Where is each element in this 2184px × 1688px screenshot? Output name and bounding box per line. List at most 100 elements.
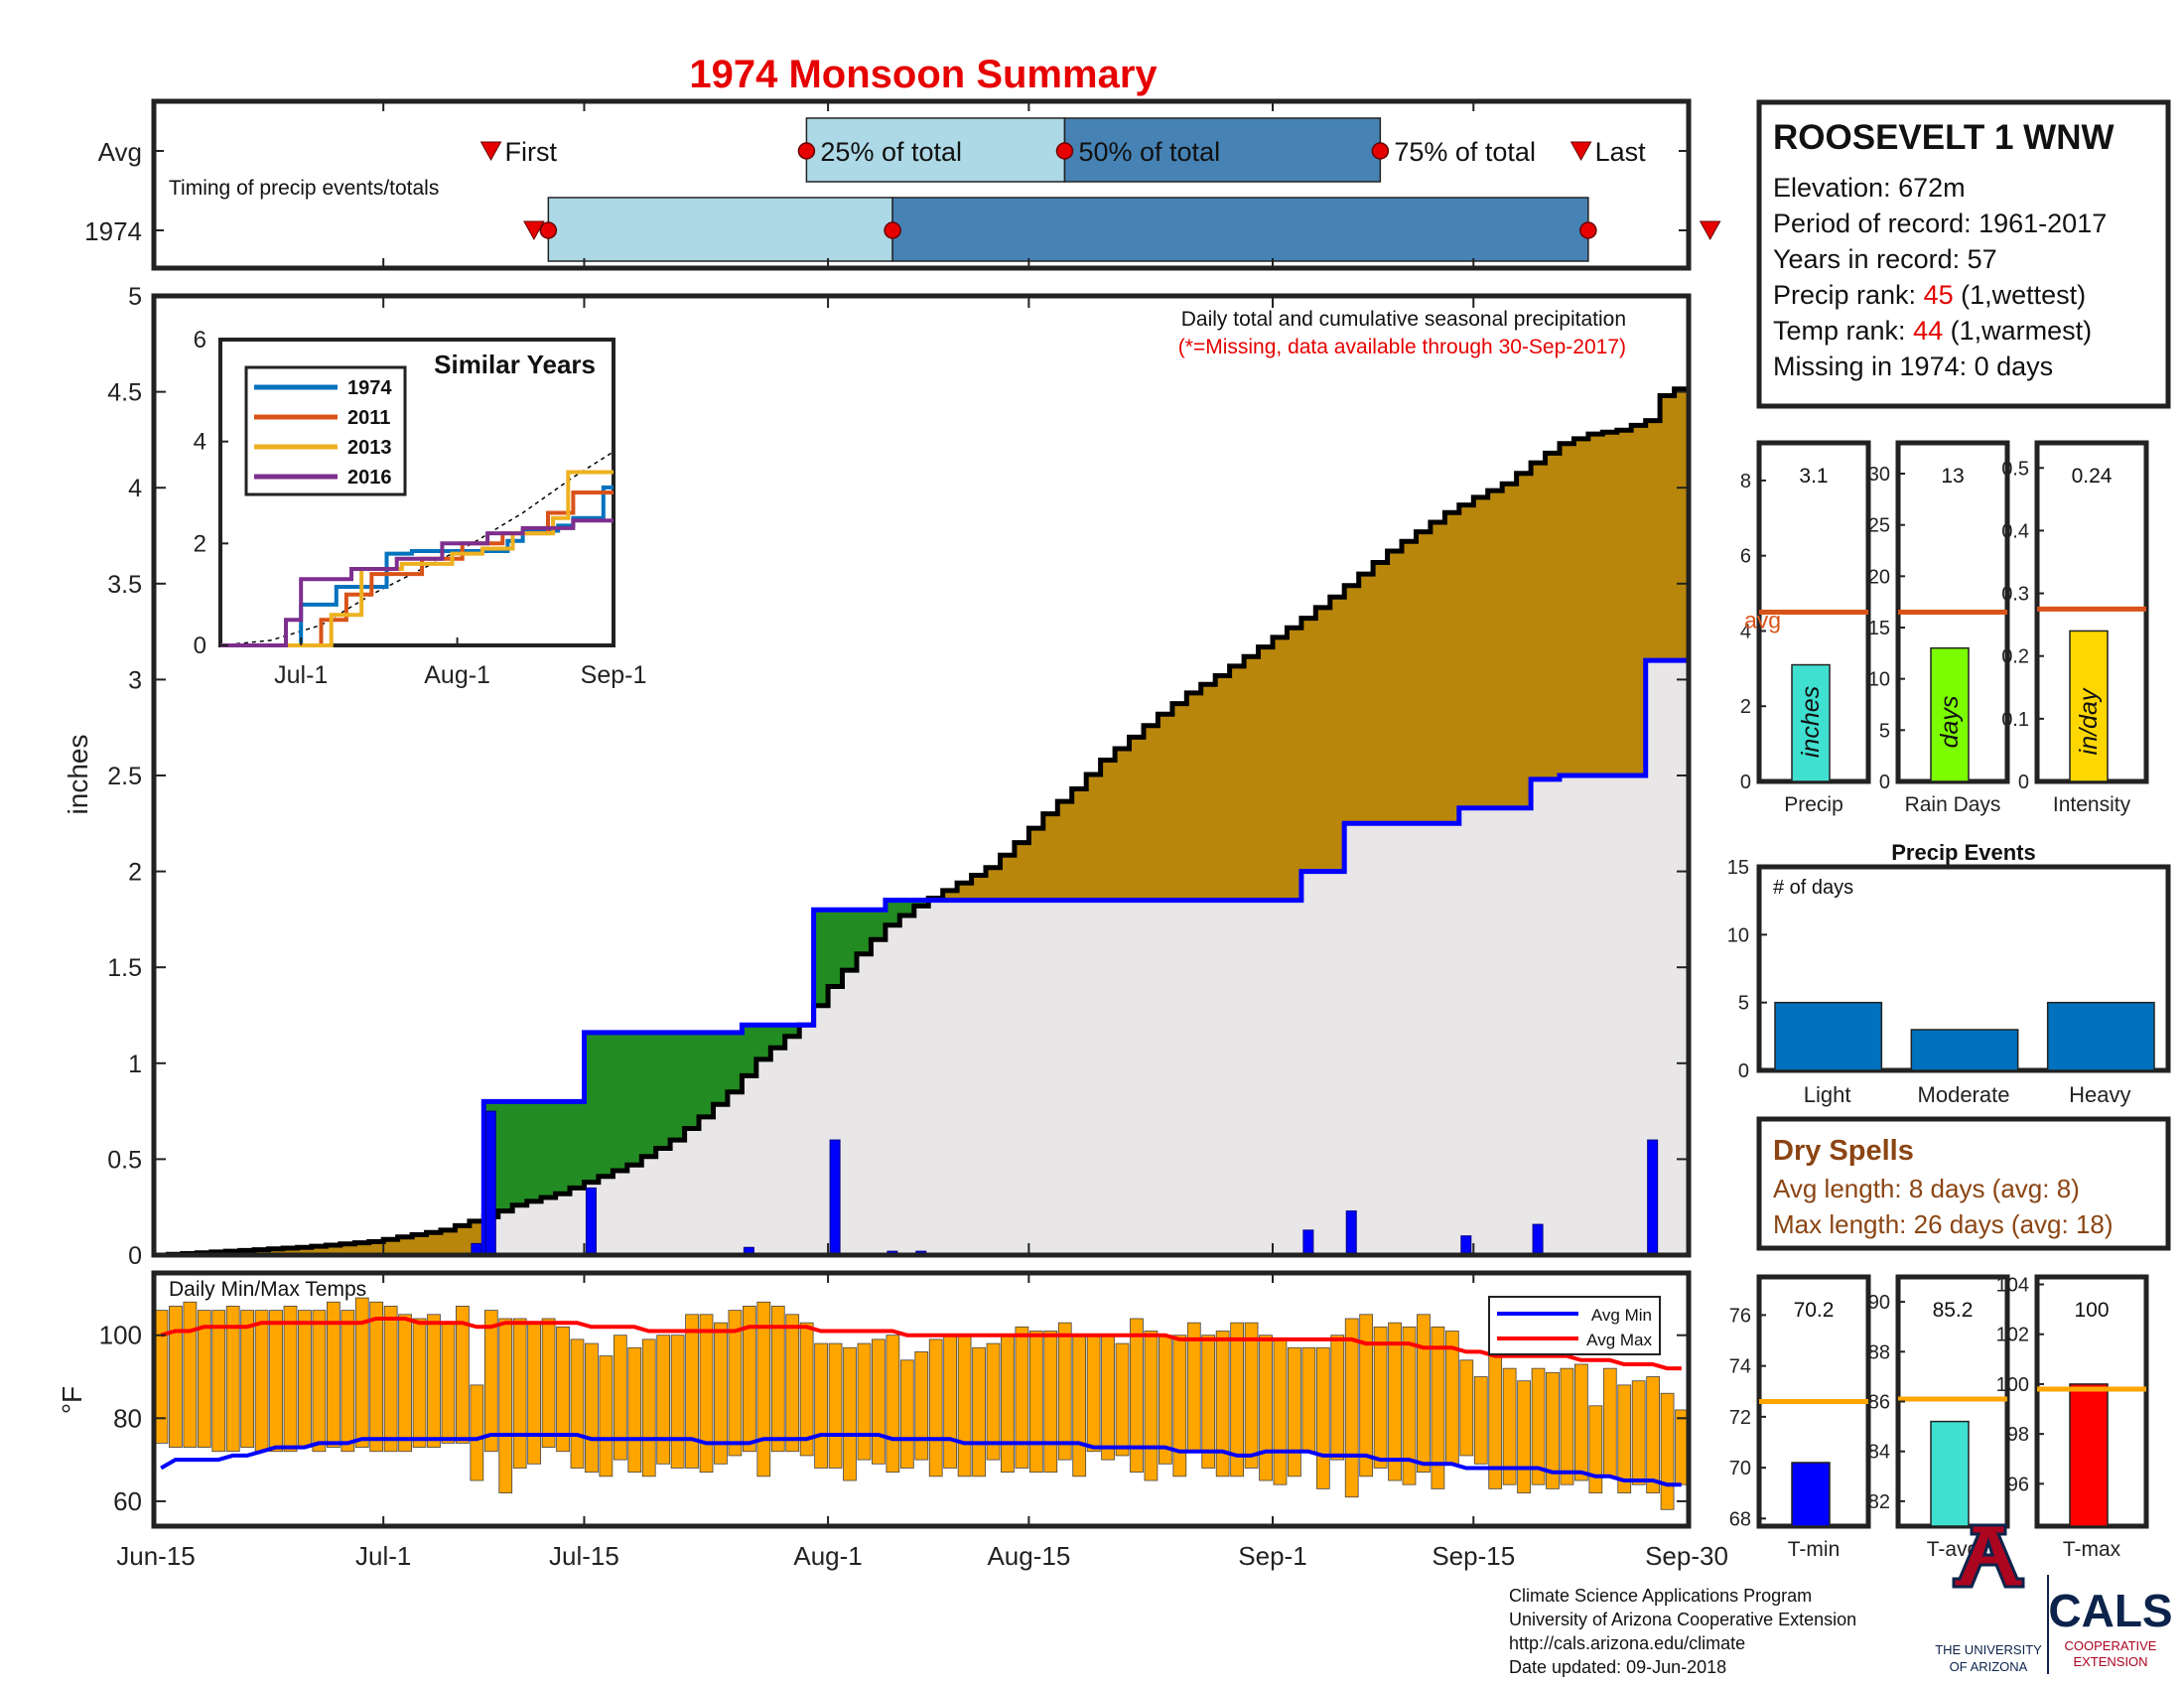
daily-temp-bar xyxy=(240,1310,255,1448)
timing-avg-first-marker xyxy=(479,141,502,162)
daily-temp-bar xyxy=(1215,1331,1230,1477)
precip-total-y-tick-label: 6 xyxy=(1740,546,1751,568)
timing-panel: First 25% of total 50% of total 75% of tota… xyxy=(84,98,1721,271)
daily-temp-bar xyxy=(1001,1335,1015,1474)
timing-label-first: First xyxy=(505,137,558,167)
daily-temp-bar xyxy=(556,1326,570,1453)
t-max-y-tick-label: 98 xyxy=(2007,1424,2029,1446)
daily-temp-bar xyxy=(183,1301,198,1448)
cals-coop-line-2: EXTENSION xyxy=(2073,1654,2147,1669)
daily-temp-bar xyxy=(1330,1335,1345,1461)
daily-temp-bar xyxy=(312,1310,327,1453)
temp-y-tick-label: 100 xyxy=(99,1321,142,1350)
daily-temp-bar xyxy=(154,1310,169,1444)
daily-temp-bar xyxy=(341,1310,355,1453)
dry-spells-box: Dry Spells Avg length: 8 days (avg: 8) M… xyxy=(1756,1116,2171,1251)
daily-temp-bar xyxy=(914,1351,929,1461)
daily-temp-bar xyxy=(298,1310,312,1448)
t-max-y-tick-label: 102 xyxy=(1996,1325,2029,1346)
inset-legend: 1974 2011 2013 2016 xyxy=(244,365,407,496)
main-plot-frame xyxy=(151,293,1692,1258)
precip-total-unit-label: inches xyxy=(1797,686,1825,758)
daily-temp-bar xyxy=(585,1342,599,1474)
daily-temp-bar xyxy=(1574,1363,1588,1481)
daily-temp-bar xyxy=(326,1301,341,1448)
precip-total-y-tick-label: 0 xyxy=(1740,772,1751,793)
daily-temp-bar xyxy=(943,1335,958,1469)
precip-total-value-bar xyxy=(1791,663,1831,782)
daily-precip-bar xyxy=(1345,1210,1357,1256)
station-info-box: ROOSEVELT 1 WNW Elevation: 672m Period o… xyxy=(1756,99,2171,409)
daily-temp-bar xyxy=(986,1342,1001,1461)
date-axis-tick-label: Sep-15 xyxy=(1432,1541,1515,1571)
daily-temp-bar xyxy=(483,1310,498,1453)
precip-events-bar xyxy=(1910,1029,2019,1071)
date-axis-tick-label: Jul-15 xyxy=(549,1541,619,1571)
similar-years-inset: 0 2 4 6 Jul-1 Aug-1 Sep-1 Similar Years 1974 20… xyxy=(194,327,647,689)
inset-legend-label: 2011 xyxy=(347,407,390,429)
timing-avg-25-marker xyxy=(797,142,816,160)
daily-temp-bar xyxy=(1230,1322,1244,1477)
daily-temp-bar xyxy=(972,1346,986,1477)
t-max-y-tick-label: 96 xyxy=(2007,1474,2029,1495)
t-max-value-label: 100 xyxy=(2074,1299,2109,1322)
main-y-tick-label: 0.5 xyxy=(107,1146,142,1174)
daily-temp-bar xyxy=(254,1310,269,1453)
daily-temp-bar xyxy=(197,1310,211,1448)
timing-year-first-dot xyxy=(539,221,558,239)
daily-temp-bar xyxy=(1015,1326,1029,1469)
temp-plot-frame xyxy=(151,1270,1692,1529)
temp-rank-note: (1,warmest) xyxy=(1943,316,2092,346)
t-max-value-bar xyxy=(2069,1383,2109,1527)
ua-logo-line-2: OF ARIZONA xyxy=(1950,1659,2028,1674)
daily-temp-bar xyxy=(1531,1367,1546,1485)
t-max-mini-chart: 100 96 98 100 102 104 T-max xyxy=(1996,1274,2149,1561)
temp-legend-min-label: Avg Min xyxy=(1591,1306,1652,1325)
daily-temp-bar xyxy=(1072,1335,1087,1477)
precip-events-chart: Precip Events # of days Light Moderate Heavy… xyxy=(1727,840,2171,1107)
temp-legend: Avg Min Avg Max xyxy=(1488,1296,1661,1355)
intensity-y-tick-label: 0.4 xyxy=(2001,520,2029,542)
daily-temp-bar xyxy=(225,1306,240,1453)
daily-temp-bar xyxy=(1502,1367,1517,1485)
daily-temp-bar xyxy=(1402,1326,1417,1485)
main-y-tick-label: 4 xyxy=(128,475,142,502)
intensity-mini-chart: 0.24 0 0.1 0.2 0.3 0.4 0.5 Intensity in/day xyxy=(2001,440,2149,816)
daily-temp-bar xyxy=(1646,1376,1661,1493)
timing-label-50: 50% of total xyxy=(1078,137,1220,167)
daily-temp-bar xyxy=(1273,1338,1288,1485)
timing-year-75-marker xyxy=(1579,221,1597,239)
rain-days-y-tick-label: 0 xyxy=(1879,772,1890,793)
inset-series-line-2016 xyxy=(220,518,614,647)
inset-series-line-2013 xyxy=(220,470,614,647)
inset-y-tick-label: 2 xyxy=(194,530,206,557)
intensity-y-tick-label: 0.5 xyxy=(2001,458,2029,480)
inset-title: Similar Years xyxy=(434,350,596,379)
daily-temp-bar xyxy=(828,1342,843,1469)
timing-avg-50-marker xyxy=(1055,142,1074,160)
date-axis-tick-label: Aug-1 xyxy=(793,1541,862,1571)
daily-temp-bar xyxy=(742,1306,756,1453)
main-y-tick-label: 5 xyxy=(128,283,142,311)
daily-temp-bar xyxy=(1560,1367,1574,1485)
rain-days-category-label: Rain Days xyxy=(1905,793,2001,816)
main-y-tick-label: 1 xyxy=(128,1051,142,1078)
daily-temp-bar xyxy=(1344,1318,1359,1498)
temp-caption: Daily Min/Max Temps xyxy=(169,1278,366,1301)
daily-temp-bar xyxy=(527,1322,542,1465)
intensity-y-tick-label: 0.1 xyxy=(2001,709,2029,731)
daily-temp-bar xyxy=(785,1314,800,1453)
daily-temp-bar xyxy=(1201,1335,1216,1469)
dry-spells-title: Dry Spells xyxy=(1773,1135,1914,1167)
t-avg-y-tick-label: 86 xyxy=(1868,1392,1890,1414)
precip-total-y-tick-label: 8 xyxy=(1740,471,1751,492)
footer-credits: Climate Science Applications Program Uni… xyxy=(1509,1586,1856,1677)
inset-y-tick-label: 6 xyxy=(194,327,206,353)
daily-temp-bar xyxy=(398,1314,412,1453)
precip-events-category-label: Light xyxy=(1804,1082,1851,1107)
timing-caption: Timing of precip events/totals xyxy=(169,177,439,200)
inset-x-tick-label: Aug-1 xyxy=(424,661,490,689)
precip-total-value-label: 3.1 xyxy=(1799,465,1828,488)
precip-events-y-tick-label: 0 xyxy=(1738,1060,1749,1082)
